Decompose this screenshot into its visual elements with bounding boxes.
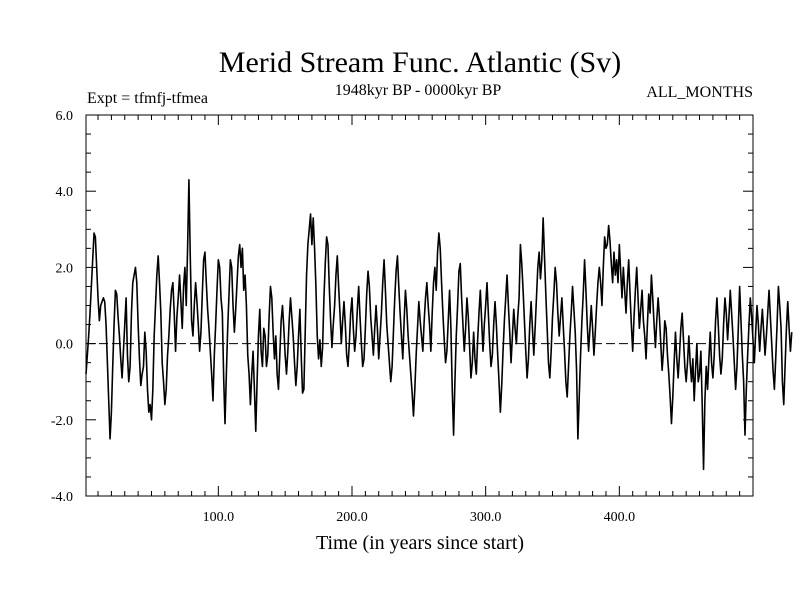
x-tick-label: 400.0 <box>604 510 636 525</box>
experiment-label: Expt = tfmfj-tfmea <box>87 90 208 107</box>
chart-title: Merid Stream Func. Atlantic (Sv) <box>219 46 621 79</box>
x-tick-label: 200.0 <box>336 510 368 525</box>
series-line <box>85 178 793 471</box>
y-tick-label: -2.0 <box>51 414 73 429</box>
y-tick-label: 2.0 <box>56 261 74 276</box>
x-tick-label: 100.0 <box>203 510 235 525</box>
y-tick-label: 6.0 <box>56 109 74 124</box>
chart-subtitle: 1948kyr BP - 0000kyr BP <box>335 82 502 99</box>
y-tick-label: 0.0 <box>56 338 74 353</box>
x-tick-label: 300.0 <box>470 510 502 525</box>
y-tick-label: 4.0 <box>56 185 74 200</box>
y-tick-label: -4.0 <box>51 490 73 505</box>
x-axis-label: Time (in years since start) <box>316 532 524 554</box>
months-label: ALL_MONTHS <box>646 84 753 101</box>
